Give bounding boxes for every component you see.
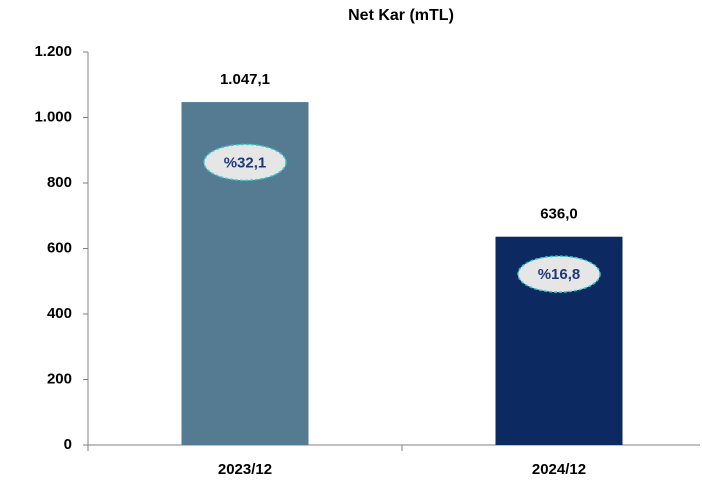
annotation-bubble [203, 143, 287, 182]
x-tick-label: 2023/12 [218, 461, 272, 478]
annotation-bubble [517, 255, 601, 293]
y-tick-label: 1.000 [34, 108, 72, 125]
annotation: %32,1 [224, 154, 267, 171]
y-tick-label: 1.200 [34, 43, 72, 60]
annotation: %16,8 [538, 266, 581, 283]
y-tick-label: 400 [47, 305, 72, 322]
chart-title: Net Kar (mTL) [348, 7, 454, 24]
value-label: 1.047,1 [220, 71, 270, 88]
y-tick-label: 600 [47, 239, 72, 256]
value-label: 636,0 [540, 206, 578, 223]
y-tick-label: 0 [64, 436, 72, 453]
y-tick-label: 200 [47, 370, 72, 387]
x-tick-label: 2024/12 [532, 461, 586, 478]
y-tick-label: 800 [47, 174, 72, 191]
